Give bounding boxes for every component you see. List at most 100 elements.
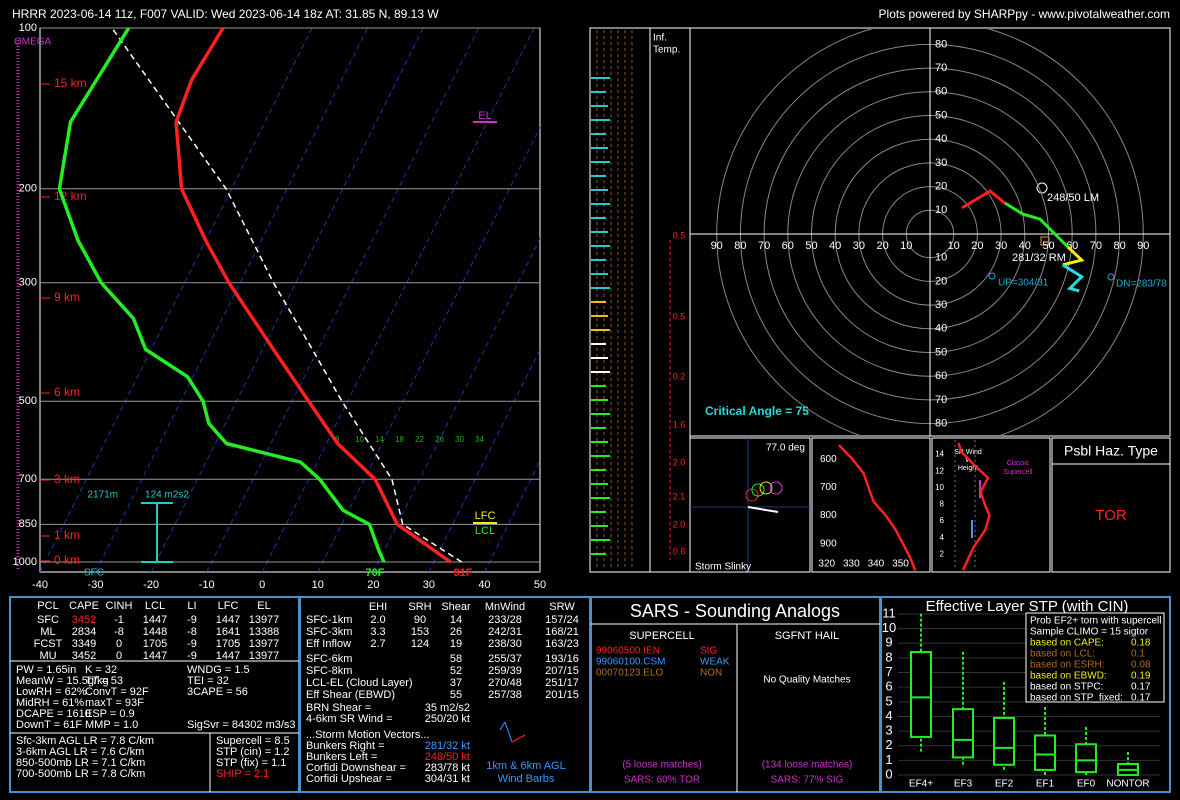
table-cell: 3349 — [72, 638, 96, 650]
inferred-label: 0.6 — [673, 546, 686, 556]
legend-row: based on EBWD: — [1030, 671, 1107, 682]
x-tick-label: -30 — [88, 579, 104, 591]
y-tick-label: 11 — [882, 605, 896, 620]
barb-icon — [511, 734, 526, 743]
y-tick-label: 14 — [935, 450, 944, 459]
table-cell: 242/31 — [488, 626, 522, 638]
table-cell: 1705 — [143, 638, 167, 650]
x-tick-label: EF2 — [995, 779, 1014, 790]
ring-label: 80 — [1113, 240, 1125, 252]
temp-surface: 91F — [454, 567, 473, 579]
isotherm — [317, 126, 540, 572]
table-cell: 250/20 kt — [425, 713, 470, 725]
y-tick-label: 600 — [820, 454, 837, 465]
hazard-type: TOR — [1095, 507, 1127, 524]
table-cell: SFC — [37, 614, 59, 626]
legend-value: 0.19 — [1131, 671, 1151, 682]
ring-label: 50 — [1042, 240, 1054, 252]
slinky-ring — [769, 481, 783, 495]
table-cell: 153 — [411, 626, 429, 638]
ring-label: 80 — [935, 418, 947, 430]
ring-label: 10 — [935, 252, 947, 264]
row-label: SFC-3km — [306, 626, 352, 638]
mixing-ratio-label: 34 — [475, 435, 484, 444]
table-cell: 1447 — [143, 650, 167, 662]
table-cell: 13977 — [249, 638, 280, 650]
hodo-trace — [1004, 201, 1069, 249]
legend-line: Prob EF2+ torn with supercell — [1030, 616, 1161, 627]
y-tick-label: 0 — [885, 766, 892, 781]
x-tick-label: 30 — [423, 579, 435, 591]
table-cell: -8 — [187, 626, 197, 638]
row-label: Eff Inflow — [306, 638, 351, 650]
slinky-ring — [751, 483, 765, 497]
srwind-title: Height — [958, 465, 978, 472]
y-tick-label: 2 — [885, 737, 892, 752]
y-tick-label: 6 — [885, 679, 892, 694]
index: maxT = 93F — [85, 697, 144, 709]
up-marker — [988, 272, 996, 280]
slinky-vector — [747, 506, 779, 513]
ring-label: 20 — [935, 181, 947, 193]
ring-label: 30 — [853, 240, 865, 252]
ring-label: 70 — [758, 240, 770, 252]
table-cell: -9 — [187, 614, 197, 626]
header-title: HRRR 2023-06-14 11z, F007 VALID: Wed 202… — [12, 7, 439, 21]
stp-legend — [1025, 612, 1165, 703]
lm-marker — [1036, 182, 1048, 194]
srwind-title: SR Wind — [954, 449, 982, 456]
section-title: ...Storm Motion Vectors... — [306, 729, 430, 741]
legend-line: Sample CLIMO = 15 sigtor — [1030, 627, 1149, 638]
legend-row: based on STPC: — [1030, 682, 1103, 693]
y-tick-label: 500 — [19, 395, 37, 407]
index: MMP = 1.0 — [85, 719, 138, 731]
ring-label: 20 — [876, 240, 888, 252]
inferred-label: 0.5 — [673, 311, 686, 321]
column-header: SRW — [549, 601, 575, 613]
sars-result: SARS: 60% TOR — [624, 775, 700, 786]
inflow-srh: 124 m2s2 — [145, 490, 189, 501]
x-tick-label: 10 — [312, 579, 324, 591]
column-header: MnWind — [485, 601, 525, 613]
index: TT = 53 — [85, 675, 123, 687]
y-tick-label: 4 — [885, 708, 892, 723]
mixing-ratio-label: 8 — [335, 435, 340, 444]
height-label: 1 km — [54, 528, 80, 542]
table-cell: 163/23 — [545, 638, 579, 650]
x-tick-label: 20 — [367, 579, 379, 591]
severe-index: STP (cin) = 1.2 — [216, 746, 289, 758]
slinky-title: Storm Slinky — [695, 562, 751, 573]
table-cell: 207/15 — [545, 665, 579, 677]
isotherm — [372, 237, 540, 572]
ring-label: 80 — [734, 240, 746, 252]
y-tick-label: 900 — [820, 538, 837, 549]
x-tick-label: EF1 — [1036, 779, 1055, 790]
table-cell: 248/50 kt — [425, 751, 470, 763]
barb-icon — [504, 721, 513, 743]
x-tick-label: -40 — [32, 579, 48, 591]
y-tick-label: 12 — [935, 466, 944, 475]
y-tick-label: 100 — [19, 22, 37, 34]
ring-label: 40 — [935, 323, 947, 335]
y-tick-label: 8 — [940, 500, 945, 509]
el-label: EL — [478, 110, 491, 122]
height-label: 9 km — [54, 290, 80, 304]
mixing-ratio-label: 10 — [355, 435, 364, 444]
y-tick-label: 4 — [940, 533, 945, 542]
ring-label: 60 — [935, 370, 947, 382]
dn-label: DN=283/78 — [1116, 279, 1167, 290]
index: K = 32 — [85, 664, 117, 676]
table-cell: 2834 — [72, 626, 96, 638]
barb-caption: 1km & 6km AGL — [486, 760, 565, 772]
table-cell: 14 — [450, 614, 462, 626]
x-tick-label: -10 — [199, 579, 215, 591]
legend-row: based on STP_fixed: — [1030, 693, 1123, 704]
x-tick-label: 340 — [868, 559, 885, 570]
hazard-title: Psbl Haz. Type — [1064, 443, 1158, 459]
x-tick-label: EF3 — [954, 779, 973, 790]
height-label: 6 km — [54, 385, 80, 399]
hodo-trace — [1061, 263, 1085, 293]
sars-class: SIG — [700, 646, 717, 657]
index: WNDG = 1.5 — [187, 664, 250, 676]
